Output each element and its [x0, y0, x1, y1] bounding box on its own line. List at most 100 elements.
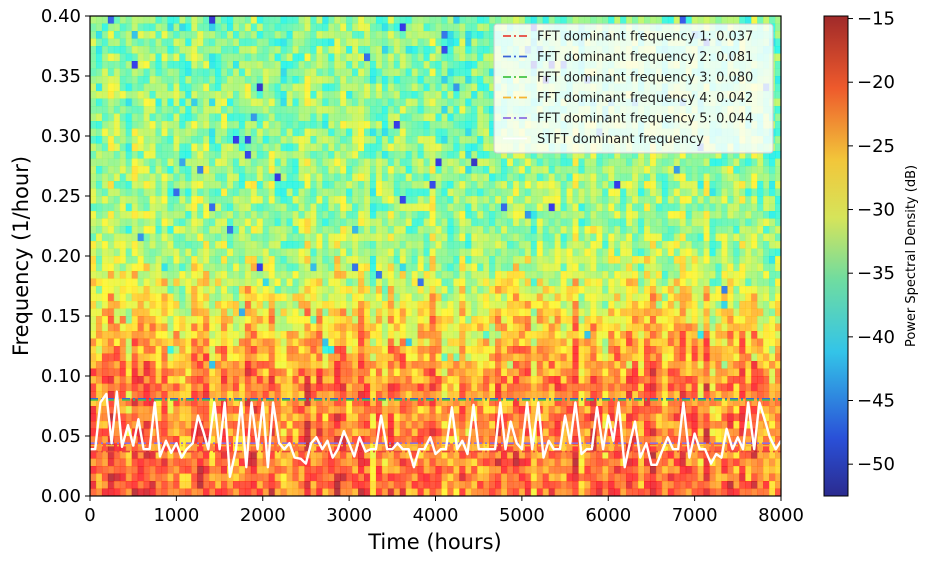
heatmap-cell [667, 271, 675, 280]
heatmap-cell [90, 308, 97, 317]
heatmap-cell [673, 248, 681, 257]
heatmap-cell [155, 76, 163, 85]
heatmap-cell [232, 53, 240, 62]
heatmap-cell [584, 151, 591, 160]
heatmap-cell [232, 91, 240, 100]
heatmap-cell [393, 143, 401, 152]
heatmap-cell [369, 248, 377, 257]
heatmap-cell [221, 173, 228, 182]
heatmap-cell [495, 308, 502, 317]
heatmap-cell [506, 151, 514, 160]
heatmap-cell [316, 16, 323, 25]
heatmap-cell [429, 218, 437, 227]
heatmap-cell [387, 53, 395, 62]
heatmap-cell [131, 338, 139, 347]
heatmap-cell [280, 128, 288, 137]
heatmap-cell [286, 106, 294, 115]
heatmap-cell [119, 323, 127, 332]
heatmap-cell [310, 241, 317, 250]
heatmap-cell [518, 181, 526, 190]
heatmap-cell [155, 16, 163, 25]
heatmap-cell [578, 256, 586, 265]
heatmap-cell [632, 16, 639, 25]
heatmap-cell [471, 241, 478, 250]
heatmap-cell [274, 323, 282, 332]
heatmap-cell [185, 211, 192, 220]
heatmap-cell [518, 151, 526, 160]
heatmap-cell [423, 188, 431, 197]
heatmap-cell [191, 218, 198, 227]
heatmap-cell [292, 136, 300, 145]
heatmap-cell [173, 98, 180, 107]
heatmap-cell [548, 301, 556, 310]
heatmap-cell [691, 233, 699, 242]
heatmap-cell [512, 203, 520, 212]
heatmap-cell [524, 203, 532, 212]
heatmap-cell [268, 83, 276, 92]
heatmap-cell [238, 113, 246, 122]
heatmap-cell [775, 68, 781, 77]
heatmap-cell [346, 323, 353, 332]
heatmap-cell [632, 233, 639, 242]
heatmap-cell [322, 316, 329, 325]
heatmap-cell [238, 308, 246, 317]
heatmap-cell [215, 113, 222, 122]
heatmap-cell [107, 158, 115, 167]
heatmap-cell [429, 323, 437, 332]
heatmap-cell [560, 151, 568, 160]
heatmap-cell [745, 196, 752, 205]
heatmap-cell [364, 31, 371, 40]
heatmap-cell [501, 323, 508, 332]
heatmap-cell [775, 241, 781, 250]
heatmap-cell [316, 158, 323, 167]
heatmap-cell [769, 158, 776, 167]
heatmap-cell [679, 278, 687, 287]
heatmap-cell [661, 211, 669, 220]
heatmap-cell [185, 286, 192, 295]
heatmap-cell [179, 233, 186, 242]
heatmap-cell [250, 196, 258, 205]
heatmap-cell [733, 226, 740, 235]
heatmap-cell [167, 46, 174, 55]
heatmap-cell [477, 106, 484, 115]
heatmap-cell [185, 166, 192, 175]
heatmap-cell [107, 203, 115, 212]
heatmap-cell [238, 316, 246, 325]
heatmap-cell [614, 203, 621, 212]
heatmap-cell [775, 293, 781, 302]
heatmap-cell [256, 53, 264, 62]
heatmap-cell [757, 158, 764, 167]
heatmap-cell [649, 323, 657, 332]
heatmap-cell [256, 316, 264, 325]
heatmap-cell [369, 331, 377, 340]
heatmap-cell [167, 121, 174, 130]
heatmap-cell [334, 128, 341, 137]
heatmap-cell [417, 31, 425, 40]
heatmap-cell [125, 301, 133, 310]
heatmap-cell [459, 323, 466, 332]
heatmap-cell [518, 278, 526, 287]
heatmap-cell [238, 53, 246, 62]
heatmap-cell [221, 278, 228, 287]
heatmap-cell [560, 263, 568, 272]
heatmap-cell [387, 166, 395, 175]
heatmap-cell [292, 31, 300, 40]
heatmap-cell [614, 248, 621, 257]
heatmap-cell [107, 128, 115, 137]
heatmap-cell [584, 203, 591, 212]
heatmap-cell [649, 308, 657, 317]
heatmap-cell [250, 158, 258, 167]
heatmap-cell [322, 331, 329, 340]
heatmap-cell [715, 316, 723, 325]
heatmap-cell [518, 323, 526, 332]
heatmap-cell [286, 203, 294, 212]
heatmap-cell [375, 68, 383, 77]
heatmap-cell [197, 331, 204, 340]
heatmap-cell [405, 76, 413, 85]
heatmap-cell [375, 83, 383, 92]
heatmap-cell [215, 293, 222, 302]
heatmap-cell [143, 278, 151, 287]
heatmap-cell [399, 31, 407, 40]
heatmap-cell [310, 181, 317, 190]
heatmap-cell [405, 61, 413, 70]
